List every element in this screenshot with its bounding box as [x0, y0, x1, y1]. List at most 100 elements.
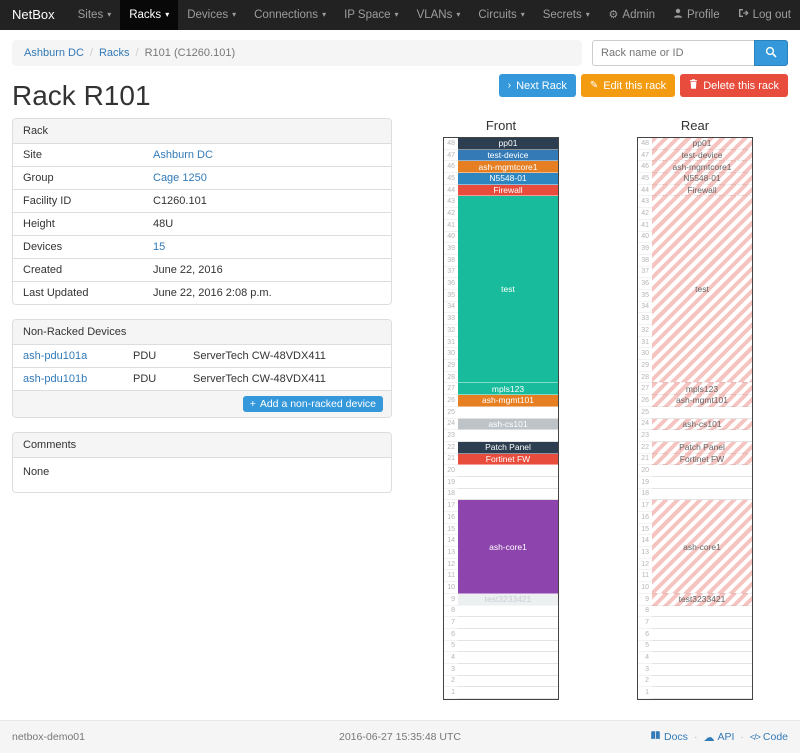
- rack-device[interactable]: test3233421: [458, 593, 558, 606]
- rack-device[interactable]: Fortinet FW: [458, 453, 558, 466]
- plus-icon: +: [249, 398, 256, 410]
- search-button[interactable]: [754, 40, 788, 66]
- user-icon: [673, 0, 683, 30]
- rack-empty-unit: [652, 652, 752, 664]
- breadcrumb-item[interactable]: Racks: [98, 47, 130, 59]
- search-input[interactable]: [592, 40, 754, 66]
- unit-number: 28: [444, 372, 458, 384]
- unit-number: 36: [444, 278, 458, 290]
- device-model-cell: ServerTech CW-48VDX411: [193, 350, 326, 362]
- unit-number: 42: [638, 208, 652, 220]
- rack-device[interactable]: mpls123: [652, 383, 752, 396]
- nav-item-label: Connections: [254, 9, 319, 21]
- chevron-down-icon: ▾: [520, 10, 525, 19]
- rack-device[interactable]: Patch Panel: [458, 441, 558, 454]
- rack-device[interactable]: ash-cs101: [458, 418, 558, 431]
- nav-item-secrets[interactable]: Secrets ▾: [534, 0, 599, 30]
- device-link[interactable]: ash-pdu101b: [23, 373, 88, 385]
- rack-device[interactable]: Firewall: [458, 184, 558, 197]
- info-value-link[interactable]: Cage 1250: [153, 172, 207, 184]
- delete-rack-button[interactable]: Delete this rack: [680, 74, 788, 97]
- rack-empty-unit: [652, 687, 752, 699]
- footer: netbox-demo01 2016-06-27 15:35:48 UTC Do…: [0, 720, 800, 753]
- api-label: API: [717, 731, 735, 743]
- logout-link[interactable]: Log out: [729, 0, 800, 30]
- device-model-cell: ServerTech CW-48VDX411: [193, 373, 326, 385]
- code-link[interactable]: </> Code: [750, 731, 788, 743]
- rack-device[interactable]: test3233421: [652, 593, 752, 606]
- nav-item-racks[interactable]: Racks ▾: [120, 0, 179, 30]
- unit-number: 43: [444, 196, 458, 209]
- rack-device[interactable]: ash-core1: [458, 500, 558, 594]
- add-non-racked-device-button[interactable]: + Add a non-racked device: [242, 396, 383, 412]
- api-link[interactable]: ☁ API: [703, 731, 734, 744]
- rack-device[interactable]: ash-mgmt101: [652, 395, 752, 407]
- rack-empty-unit: [458, 407, 558, 419]
- unit-number: 46: [444, 161, 458, 174]
- device-link[interactable]: ash-pdu101a: [23, 350, 88, 362]
- docs-link[interactable]: Docs: [650, 730, 688, 744]
- info-value-link[interactable]: 15: [153, 241, 166, 253]
- rack-device[interactable]: test-device: [652, 149, 752, 162]
- rack-device[interactable]: Fortinet FW: [652, 453, 752, 466]
- footer-links: Docs · ☁ API · </> Code: [568, 730, 788, 744]
- rack-device[interactable]: ash-mgmtcore1: [458, 161, 558, 174]
- unit-number: 27: [638, 383, 652, 396]
- nav-item-circuits[interactable]: Circuits ▾: [469, 0, 533, 30]
- profile-link[interactable]: Profile: [664, 0, 729, 30]
- rack-device[interactable]: test-device: [458, 149, 558, 162]
- next-rack-button[interactable]: › Next Rack: [498, 74, 576, 97]
- rack-device[interactable]: N5548-01: [458, 173, 558, 185]
- unit-number: 40: [444, 232, 458, 244]
- unit-number: 27: [444, 383, 458, 396]
- rack-info-row: Last Updated June 22, 2016 2:08 p.m.: [13, 281, 391, 304]
- unit-number: 13: [444, 547, 458, 559]
- unit-number: 35: [638, 290, 652, 302]
- unit-number: 20: [444, 465, 458, 477]
- breadcrumb-item[interactable]: Ashburn DC: [24, 47, 84, 59]
- unit-number: 19: [444, 477, 458, 489]
- rack-empty-unit: [458, 606, 558, 618]
- profile-label: Profile: [687, 9, 720, 21]
- rack-device[interactable]: test: [652, 196, 752, 384]
- rack-device[interactable]: pp01: [458, 138, 558, 150]
- unit-number: 39: [444, 243, 458, 255]
- device-role-cell: PDU: [133, 350, 157, 362]
- rack-device[interactable]: mpls123: [458, 383, 558, 396]
- add-non-racked-device-label: Add a non-racked device: [259, 398, 376, 410]
- rack-device[interactable]: ash-cs101: [652, 418, 752, 431]
- rack-device[interactable]: ash-core1: [652, 500, 752, 594]
- nav-item-label: IP Space: [344, 9, 391, 21]
- edit-rack-button[interactable]: ✎ Edit this rack: [580, 74, 676, 97]
- nav-item-connections[interactable]: Connections ▾: [245, 0, 335, 30]
- unit-number: 32: [444, 325, 458, 337]
- rack-device[interactable]: ash-mgmtcore1: [652, 161, 752, 174]
- chevron-down-icon: ▾: [165, 10, 170, 19]
- brand[interactable]: NetBox: [12, 7, 55, 22]
- unit-number: 38: [444, 255, 458, 267]
- nav-item-sites[interactable]: Sites ▾: [69, 0, 121, 30]
- rack-device[interactable]: N5548-01: [652, 173, 752, 185]
- info-value: C1260.101: [153, 195, 207, 207]
- info-value-link[interactable]: Ashburn DC: [153, 149, 213, 161]
- rack-device[interactable]: Firewall: [652, 184, 752, 197]
- unit-number: 25: [444, 407, 458, 419]
- rack-device[interactable]: Patch Panel: [652, 441, 752, 454]
- unit-number: 8: [638, 606, 652, 618]
- unit-number: 7: [638, 617, 652, 629]
- rack-device[interactable]: ash-mgmt101: [458, 395, 558, 407]
- nav-item-devices[interactable]: Devices ▾: [178, 0, 245, 30]
- rack-device[interactable]: test: [458, 196, 558, 384]
- nav-item-label: Sites: [77, 9, 104, 21]
- admin-link[interactable]: ⚙ Admin: [600, 0, 664, 30]
- non-racked-panel-title: Non-Racked Devices: [13, 320, 391, 345]
- unit-number: 25: [638, 407, 652, 419]
- unit-number: 18: [444, 489, 458, 501]
- unit-number: 38: [638, 255, 652, 267]
- unit-number: 14: [638, 535, 652, 548]
- nav-item-ip-space[interactable]: IP Space ▾: [335, 0, 407, 30]
- info-label: Group: [23, 172, 54, 184]
- nav-item-vlans[interactable]: VLANs ▾: [408, 0, 470, 30]
- rack-device[interactable]: pp01: [652, 138, 752, 150]
- rack-empty-unit: [458, 477, 558, 489]
